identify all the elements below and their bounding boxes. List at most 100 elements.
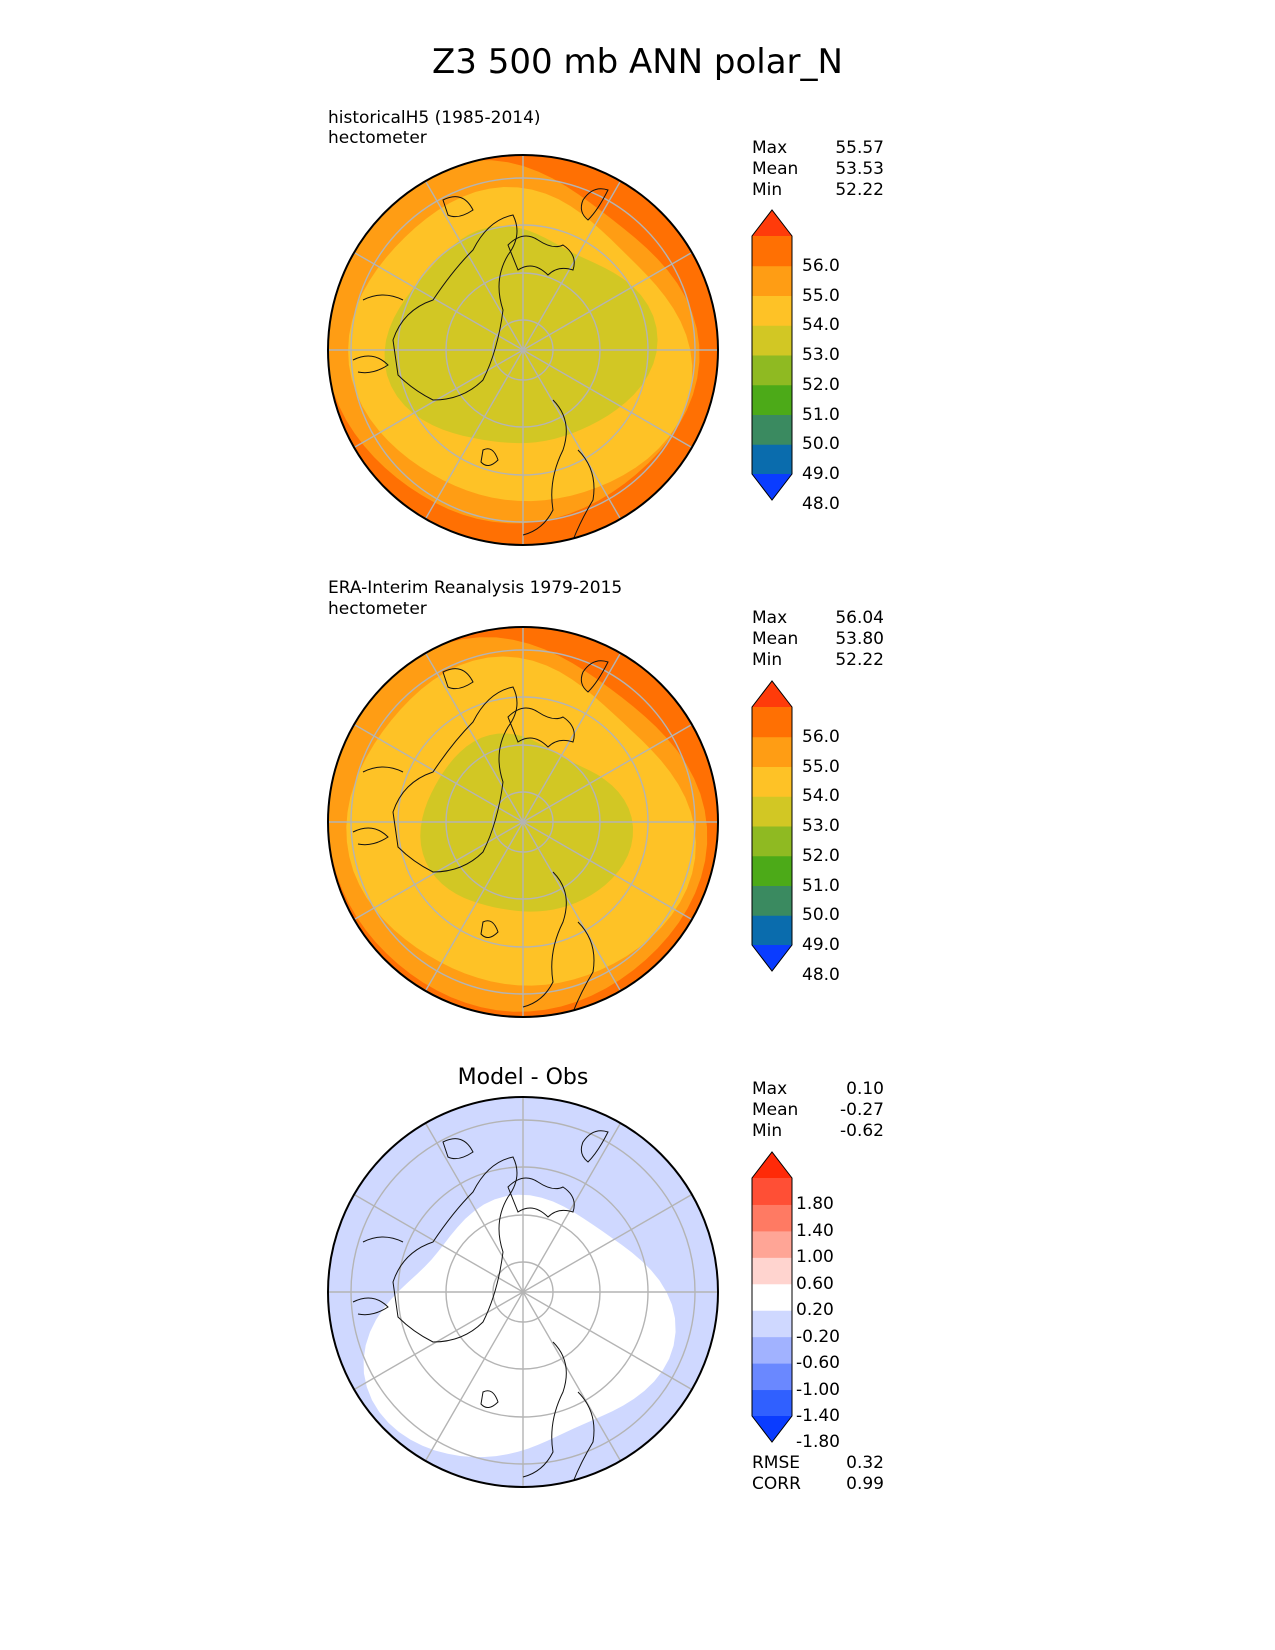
meridian-line [353, 1193, 693, 1391]
graticule [328, 1097, 718, 1487]
field-fill [328, 155, 718, 545]
coastline [580, 188, 609, 221]
colorbar-segment [752, 826, 792, 857]
coastline [480, 920, 499, 938]
colorbar-tick-label: 48.0 [802, 493, 840, 514]
colorbar-tick-label: 50.0 [802, 434, 840, 455]
colorbar-outline [751, 209, 793, 501]
panel-1-colorbar [751, 209, 793, 501]
colorbar-extend-top [752, 210, 792, 236]
colorbar-segment [752, 1336, 792, 1364]
panel-3-polar-map [327, 1096, 719, 1488]
colorbar-extend-top [752, 681, 792, 707]
colorbar-segment [752, 736, 792, 767]
colorbar-segment [752, 265, 792, 296]
colorbar-extend-bottom [752, 1416, 792, 1442]
colorbar-tick-label: 54.0 [802, 315, 840, 336]
map-boundary [327, 1096, 719, 1488]
colorbar-tick-label: -1.40 [796, 1406, 840, 1426]
coastline [522, 1341, 595, 1483]
colorbar-tick-label: 55.0 [802, 285, 840, 306]
colorbar-segment [752, 295, 792, 326]
stat-max-label: Max [752, 608, 788, 628]
colorbar-segment [752, 1178, 792, 1205]
coastline [480, 448, 499, 466]
stat-mean-value: -0.27 [840, 1100, 884, 1120]
colorbar-tick-label: 50.0 [802, 905, 840, 926]
colorbar-segment [752, 355, 792, 386]
stat-min-value: 52.22 [835, 650, 884, 670]
colorbar-tick-label: -1.00 [796, 1379, 840, 1400]
panel-2-stats: Max 56.04 Mean 53.80 Min 52.22 [752, 608, 884, 671]
panel-2-colorbar [751, 680, 793, 972]
coastline [352, 294, 404, 374]
colorbar-extend-top [752, 1152, 792, 1178]
metric-rmse: RMSE 0.32 [752, 1453, 884, 1474]
colorbar-segment [752, 1230, 792, 1258]
coastline [580, 660, 609, 693]
colorbar-tick-label: 49.0 [802, 935, 840, 955]
stat-mean-value: 53.53 [835, 159, 884, 179]
coastline [442, 668, 474, 690]
panel-3-stats: Max 0.10 Mean -0.27 Min -0.62 [752, 1079, 884, 1142]
stat-mean-label: Mean [752, 159, 799, 179]
coastline [442, 1138, 474, 1160]
stat-max-label: Max [752, 1079, 788, 1099]
colorbar-segment [752, 414, 792, 445]
colorbar-segment [752, 1363, 792, 1391]
colorbar-segment [752, 236, 792, 267]
stat-max: Max 0.10 [752, 1079, 884, 1100]
colorbar-tick-label: 52.0 [802, 374, 840, 395]
colorbar-tick-label: 1.40 [796, 1220, 834, 1241]
coastline [507, 235, 575, 276]
metric-corr: CORR 0.99 [752, 1474, 884, 1495]
meridian-line [353, 251, 693, 449]
rmse-value: 0.32 [846, 1453, 884, 1473]
map-boundary [327, 626, 719, 1018]
panel-1-stats: Max 55.57 Mean 53.53 Min 52.22 [752, 138, 884, 201]
colorbar-extend-bottom [752, 474, 792, 500]
panel-1-units: hectometer [328, 128, 427, 148]
colorbar-segment [752, 885, 792, 916]
stat-min-value: 52.22 [835, 180, 884, 200]
coastlines [352, 188, 609, 541]
panel-2-reference-name: ERA-Interim Reanalysis 1979-2015 [328, 578, 623, 598]
stat-mean: Mean -0.27 [752, 1100, 884, 1121]
stat-max-value: 55.57 [835, 138, 884, 158]
colorbar-tick-label: 0.60 [796, 1273, 834, 1294]
panel-1-polar-map [327, 154, 719, 546]
colorbar-segment [752, 707, 792, 738]
graticule [328, 155, 718, 545]
coastline [480, 1390, 499, 1408]
stat-mean-label: Mean [752, 629, 799, 649]
coastline [392, 1156, 518, 1343]
coastline [392, 214, 518, 401]
colorbar-tick-label: 53.0 [802, 345, 840, 365]
colorbar-extend-bottom [752, 945, 792, 971]
colorbar-tick-label: 52.0 [802, 845, 840, 866]
colorbar-tick-label: 53.0 [802, 816, 840, 836]
panel-3-title: Model - Obs [457, 1065, 589, 1090]
coastline [580, 1130, 609, 1163]
map-boundary [327, 154, 719, 546]
coastline [522, 399, 595, 541]
coastline [507, 707, 575, 748]
coastline [442, 196, 474, 218]
colorbar-tick-label: 54.0 [802, 786, 840, 807]
colorbar-segment [752, 1204, 792, 1232]
colorbar-segment [752, 1389, 792, 1417]
colorbar-tick-label: 51.0 [802, 404, 840, 425]
coastline [352, 766, 404, 846]
colorbar-tick-label: 1.80 [796, 1194, 834, 1215]
rmse-label: RMSE [752, 1453, 801, 1473]
stat-min-label: Min [752, 650, 783, 670]
colorbar-outline [751, 1151, 793, 1443]
panel-2-polar-map [327, 626, 719, 1018]
colorbar-tick-label: -0.20 [796, 1326, 840, 1347]
colorbar-tick-label: 56.0 [802, 726, 840, 747]
colorbar-segment [752, 915, 792, 946]
stat-max-label: Max [752, 138, 788, 158]
meridian-line [353, 723, 693, 921]
colorbar-segment [752, 1310, 792, 1338]
colorbar-segment [752, 766, 792, 797]
